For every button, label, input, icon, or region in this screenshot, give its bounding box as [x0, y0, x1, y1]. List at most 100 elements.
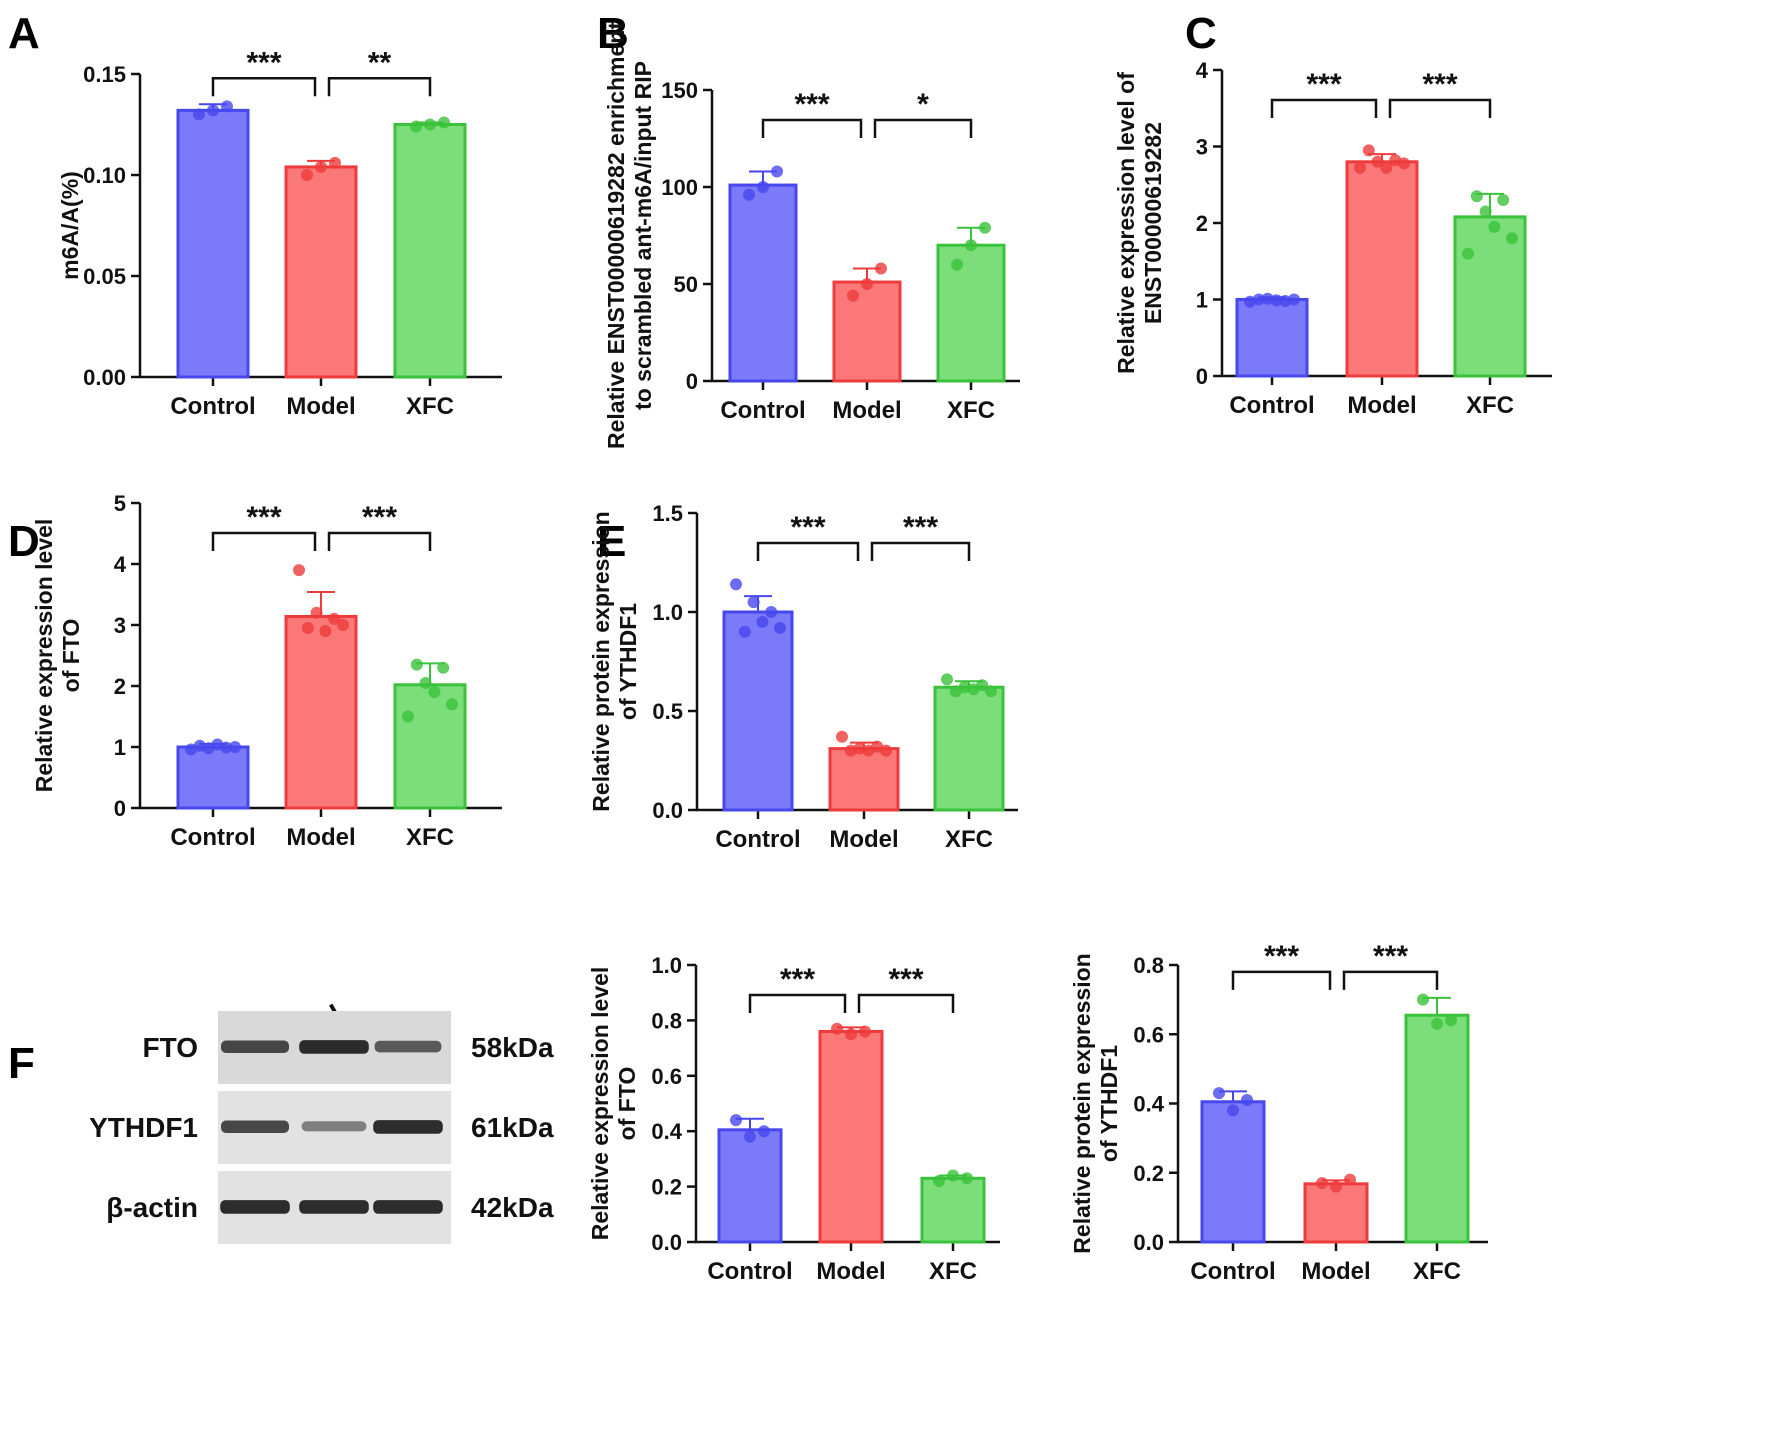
bar-control	[176, 745, 250, 810]
y-tick-label: 0.0	[1133, 1230, 1164, 1255]
bar-xfc	[1404, 1013, 1470, 1244]
data-point-model	[880, 744, 892, 757]
data-point-xfc	[1479, 205, 1492, 218]
x-tick-label: XFC	[406, 824, 454, 851]
x-tick-label: Model	[816, 1258, 885, 1285]
x-tick-label: Model	[286, 824, 355, 851]
data-point-xfc	[961, 1172, 973, 1185]
blot-protein-label: FTO	[143, 1032, 198, 1063]
data-point-control	[1213, 1087, 1225, 1100]
x-tick-label: XFC	[929, 1258, 977, 1285]
blot-size-label: 58kDa	[471, 1032, 554, 1063]
data-point-model	[845, 1028, 857, 1041]
blot-protein-label: β-actin	[106, 1192, 198, 1223]
data-point-model	[329, 156, 341, 169]
x-tick-label: Model	[1301, 1258, 1370, 1285]
data-point-xfc	[1462, 247, 1474, 260]
bar-control	[717, 1128, 783, 1244]
data-point-model	[301, 622, 314, 635]
data-point-control	[193, 108, 205, 121]
bar-model	[828, 747, 900, 812]
bar-control	[722, 610, 794, 812]
y-tick-label: 0.2	[1133, 1161, 1164, 1186]
blot-band	[221, 1040, 289, 1053]
significance-label: **	[368, 46, 392, 79]
data-point-xfc	[1488, 220, 1501, 233]
data-point-xfc	[976, 679, 989, 692]
data-point-control	[1252, 293, 1265, 306]
significance-label: ***	[1373, 940, 1408, 973]
x-tick-label: Model	[286, 393, 355, 420]
bar-control	[1200, 1100, 1266, 1244]
data-point-xfc	[947, 1169, 959, 1182]
data-point-model	[328, 612, 341, 625]
data-point-xfc	[428, 686, 441, 699]
significance-bracket	[761, 118, 863, 138]
y-tick-label: 1	[114, 735, 126, 760]
blot-band	[299, 1040, 369, 1054]
y-tick-label: 1.0	[652, 600, 683, 625]
y-tick-label: 0.0	[652, 798, 683, 823]
data-point-xfc	[410, 658, 423, 671]
data-point-model	[859, 1025, 871, 1038]
x-tick-label: XFC	[406, 393, 454, 420]
data-point-control	[220, 741, 233, 754]
blot-band	[221, 1120, 289, 1133]
x-tick-label: XFC	[1466, 392, 1514, 419]
y-tick-label: 3	[114, 613, 126, 638]
bar-model	[284, 614, 358, 810]
y-tick-label: 0.05	[83, 264, 126, 289]
data-point-control	[730, 1114, 742, 1127]
panel-label-b: B	[597, 9, 629, 58]
bar-model	[1303, 1182, 1369, 1244]
y-tick-label: 0.2	[651, 1175, 682, 1200]
y-tick-label: 1.0	[651, 953, 682, 978]
x-tick-label: Control	[715, 826, 800, 853]
significance-label: ***	[362, 501, 397, 534]
data-point-control	[774, 621, 786, 634]
bar-xfc	[933, 685, 1005, 812]
data-point-xfc	[419, 676, 432, 689]
data-point-xfc	[1417, 993, 1429, 1006]
bar-model	[818, 1029, 884, 1244]
data-point-model	[310, 606, 323, 619]
data-point-model	[1316, 1177, 1328, 1190]
data-point-xfc	[446, 698, 458, 711]
x-tick-label: XFC	[945, 826, 993, 853]
data-point-xfc	[424, 118, 436, 131]
data-point-xfc	[437, 661, 450, 674]
panel-label-e: E	[597, 517, 626, 566]
y-tick-label: 0	[1196, 364, 1208, 389]
y-tick-label: 0.00	[83, 365, 126, 390]
data-point-xfc	[1497, 194, 1510, 207]
blot-band	[374, 1040, 442, 1053]
data-point-control	[207, 104, 219, 117]
y-tick-label: 0.6	[651, 1064, 682, 1089]
y-tick-label: 0.0	[651, 1230, 682, 1255]
y-tick-label: 0.4	[651, 1119, 682, 1144]
data-point-model	[836, 730, 848, 743]
y-axis-label: m6A/A(%)	[57, 171, 83, 280]
significance-label: ***	[1422, 68, 1457, 101]
data-point-xfc	[1445, 1014, 1457, 1027]
data-point-xfc	[941, 673, 953, 686]
blot-band	[301, 1121, 367, 1132]
data-point-control	[744, 1130, 756, 1143]
y-tick-label: 1	[1196, 288, 1208, 313]
chart-panel-f2: 0.0 0.2 0.4 0.6 0.8 Relative protein expressi…	[1069, 940, 1488, 1285]
data-point-model	[1354, 161, 1366, 174]
data-point-xfc	[1431, 1017, 1443, 1030]
data-point-model	[319, 625, 332, 638]
bar-model	[284, 165, 358, 379]
y-tick-label: 3	[1196, 135, 1208, 160]
y-tick-label: 5	[114, 491, 126, 516]
significance-bracket	[211, 77, 317, 97]
bar-xfc	[393, 123, 467, 379]
significance-bracket	[1231, 970, 1332, 990]
significance-label: ***	[903, 511, 938, 544]
data-point-control	[229, 741, 241, 753]
y-tick-label: 2	[1196, 211, 1208, 236]
y-tick-label: 0	[686, 369, 698, 394]
